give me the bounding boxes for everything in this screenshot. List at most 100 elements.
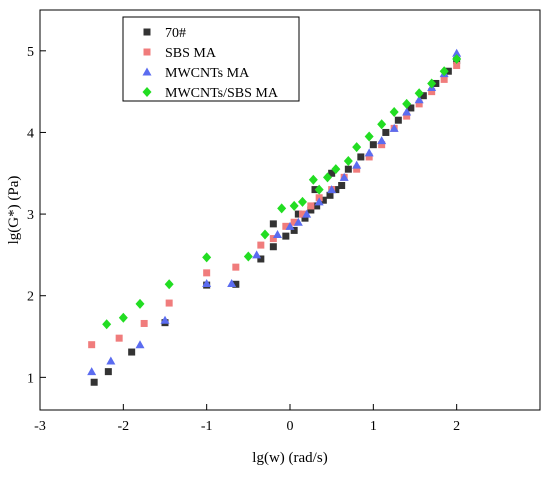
data-point	[314, 197, 324, 206]
data-point	[202, 252, 212, 263]
data-point	[313, 202, 321, 210]
data-point	[290, 218, 298, 226]
data-point	[314, 184, 324, 195]
data-point	[232, 280, 240, 288]
data-point	[243, 251, 253, 262]
data-point	[414, 95, 424, 104]
y-tick-label: 1	[27, 371, 34, 386]
data-point	[160, 315, 170, 324]
data-point	[389, 123, 399, 132]
data-point	[352, 160, 362, 169]
data-point	[389, 107, 399, 118]
data-point	[365, 153, 373, 161]
data-point	[299, 210, 306, 218]
data-point	[232, 263, 240, 271]
data-point	[328, 169, 336, 177]
legend-label: MWCNTs/SBS MA	[165, 86, 279, 101]
y-axis-label: lg(G*) (Pa)	[6, 176, 22, 245]
data-point	[453, 62, 461, 70]
data-point	[369, 141, 377, 149]
legend-marker	[142, 87, 152, 97]
data-point	[352, 142, 362, 153]
series-2	[87, 48, 462, 376]
data-point	[164, 279, 174, 290]
data-point	[294, 210, 302, 218]
data-point	[326, 191, 334, 199]
data-point	[364, 131, 374, 142]
x-tick-label: -2	[117, 419, 129, 434]
data-point	[377, 119, 387, 130]
data-point	[377, 136, 387, 145]
x-axis-label: lg(w) (rad/s)	[252, 450, 327, 466]
data-point	[452, 53, 462, 64]
y-tick-label: 2	[27, 290, 34, 305]
data-point	[106, 356, 116, 365]
data-point	[428, 88, 436, 96]
data-point	[308, 174, 318, 185]
legend-box	[122, 16, 300, 102]
data-point	[364, 148, 374, 157]
legend-label: MWCNTs MA	[165, 66, 250, 81]
data-point	[277, 203, 287, 214]
data-point	[344, 165, 352, 173]
data-point	[332, 186, 340, 194]
data-point	[357, 153, 365, 161]
data-point	[339, 172, 349, 181]
data-point	[439, 66, 449, 77]
y-tick-label: 4	[27, 126, 34, 141]
data-point	[202, 278, 212, 287]
data-point	[257, 241, 265, 249]
data-marks	[87, 48, 462, 386]
data-point	[140, 319, 148, 327]
data-point	[402, 98, 412, 109]
data-point	[414, 88, 424, 99]
data-point	[293, 217, 303, 226]
data-point	[343, 156, 353, 167]
y-tick-label: 3	[27, 208, 34, 223]
legend-marker	[143, 28, 151, 36]
data-point	[452, 48, 462, 57]
data-point	[282, 222, 290, 230]
data-point	[298, 196, 307, 207]
data-point	[331, 164, 341, 175]
data-point	[252, 250, 262, 259]
series-3	[102, 53, 462, 330]
data-point	[378, 141, 386, 149]
data-point	[102, 319, 112, 330]
data-point	[118, 312, 128, 323]
y-tick-label: 5	[27, 45, 34, 60]
legend-marker	[143, 48, 151, 56]
data-point	[128, 348, 136, 356]
data-point	[290, 226, 298, 234]
data-point	[87, 367, 97, 376]
data-point	[323, 172, 332, 183]
data-point	[282, 232, 290, 240]
data-point	[353, 165, 361, 173]
data-point	[257, 255, 265, 263]
data-point	[165, 299, 173, 307]
data-point	[302, 209, 312, 218]
data-point	[427, 78, 437, 89]
data-point	[402, 107, 412, 116]
data-point	[440, 75, 448, 83]
data-point	[415, 100, 423, 108]
data-point	[403, 112, 411, 120]
data-point	[307, 206, 315, 214]
data-point	[327, 185, 337, 194]
x-tick-label: 1	[370, 419, 377, 434]
data-point	[260, 229, 270, 240]
legend-label: 70#	[165, 26, 186, 41]
data-point	[301, 214, 309, 222]
legend: 70# SBS MA MWCNTs MA MWCNTs/SBS MA	[122, 16, 300, 102]
data-point	[419, 92, 427, 100]
x-tick-label: 0	[287, 419, 294, 434]
data-point	[273, 229, 282, 238]
data-point	[227, 278, 237, 287]
data-point	[285, 221, 295, 230]
data-point	[203, 269, 211, 277]
data-point	[394, 116, 402, 124]
data-point	[115, 334, 123, 342]
x-tick-label: -3	[34, 419, 46, 434]
data-point	[289, 200, 299, 211]
